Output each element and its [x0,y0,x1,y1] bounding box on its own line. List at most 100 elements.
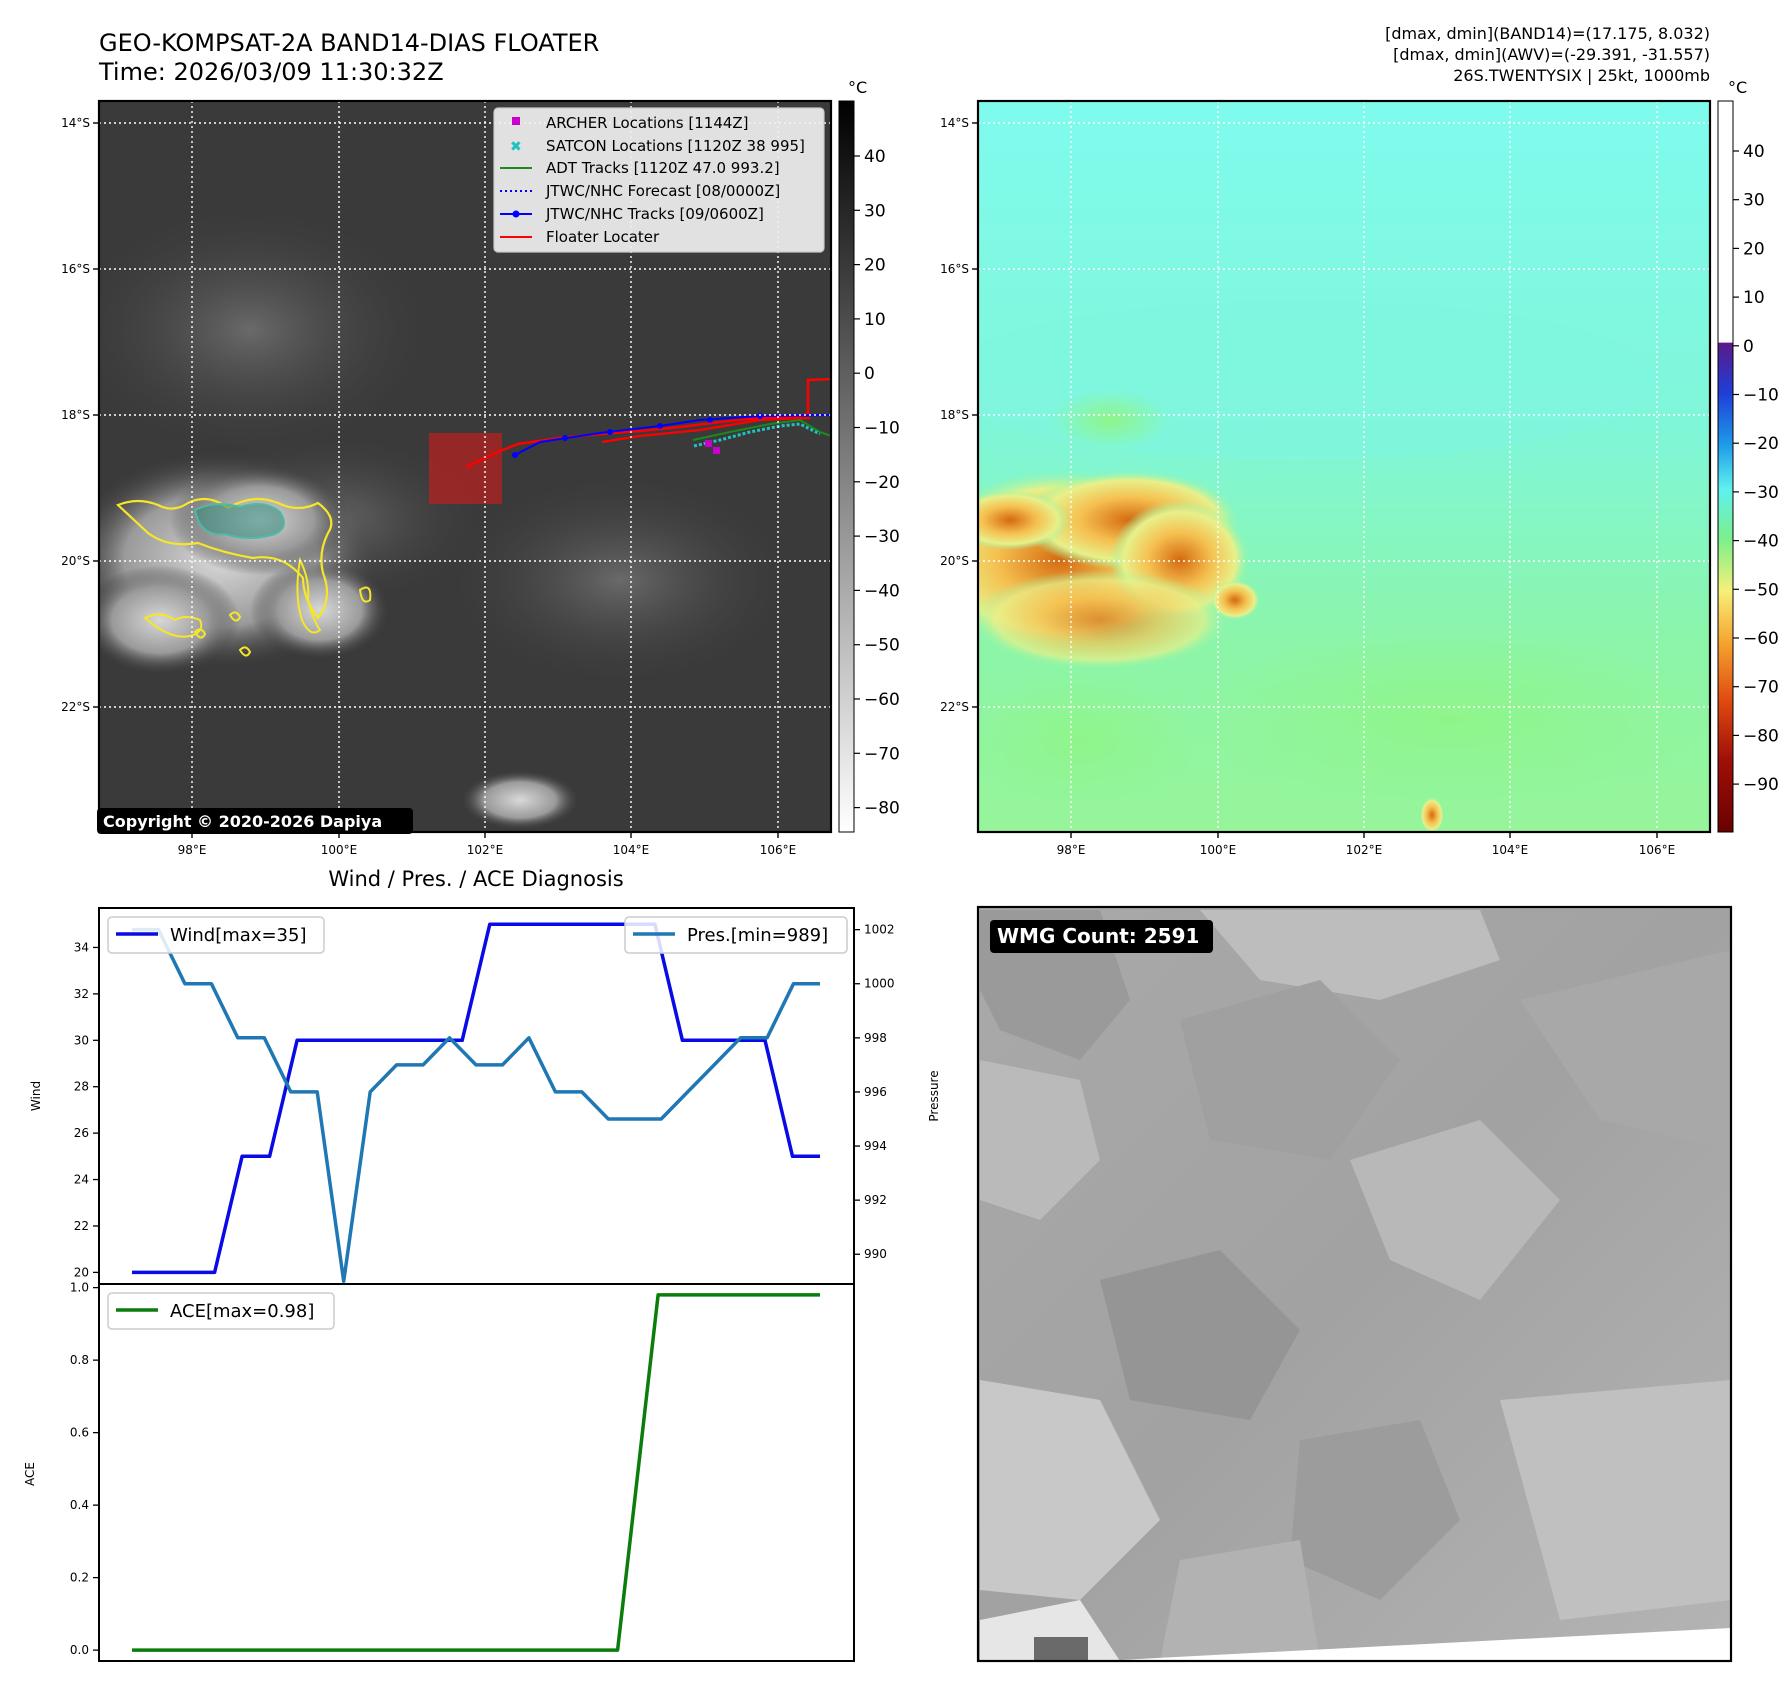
pressure-legend: Pres.[min=989] [624,916,848,954]
y-tick-label: 26 [74,1126,89,1140]
adt-track [692,418,831,441]
ir-lon-labels: 98°E 100°E 102°E 104°E 106°E [178,832,797,857]
colorbar-tick-label: −50 [864,636,900,656]
colorbar-tick-label: −30 [1743,483,1779,503]
awv-gridlines [978,101,1710,832]
floater-box [429,433,502,504]
colorbar-tick-label: 30 [1743,191,1765,211]
wind-legend: Wind[max=35] [107,916,325,954]
ir-map: 14°S 16°S 18°S 20°S 22°S 98°E 100°E 102°E 104°E… [61,78,900,857]
lon-label: 100°E [1200,843,1237,857]
floater-locater-track [465,377,831,469]
awv-colorbar-unit: °C [1728,78,1747,97]
wind-axis-ticks: 20 22 24 26 28 30 32 34 [74,940,99,1279]
lat-label: 14°S [61,116,90,130]
lon-label: 98°E [178,843,207,857]
legend-adt: ADT Tracks [1120Z 47.0 993.2] [546,159,780,177]
colorbar-tick-label: −60 [864,690,900,710]
lat-label: 16°S [940,262,969,276]
diagnosis-title: Wind / Pres. / ACE Diagnosis [328,867,623,891]
colorbar-tick-label: 20 [1743,239,1765,259]
copyright-text: Copyright © 2020-2026 Dapiya [103,812,382,831]
y-tick-label: 998 [864,1031,887,1045]
colorbar-tick-label: 0 [1743,337,1754,357]
ir-frame [97,99,833,834]
colorbar-tick-label: −70 [864,744,900,764]
lat-label: 22°S [61,700,90,714]
y-tick-label: 30 [74,1033,89,1047]
colorbar-tick-label: 40 [864,147,886,167]
y-tick-label: 0.0 [70,1643,89,1657]
lon-label: 106°E [760,843,797,857]
legend-satcon: SATCON Locations [1120Z 38 995] [546,137,805,155]
lon-label: 102°E [467,843,504,857]
ace-legend: ACE[max=0.98] [107,1292,335,1330]
wind-axis-label: Wind [29,1081,43,1111]
awv-colorbar [1717,100,1734,833]
pressure-series [131,927,821,1284]
ace-legend-text: ACE[max=0.98] [170,1301,314,1322]
wind-line [132,922,820,1275]
colorbar-tick-label: 30 [864,201,886,221]
satcon-legend-icon: ✖ [510,139,522,155]
y-tick-label: 32 [74,987,89,1001]
y-tick-label: 0.8 [70,1353,89,1367]
copyright-badge [97,808,413,834]
wmg-frame [976,905,1733,1663]
figure-time: Time: 2026/03/09 11:30:32Z [98,58,444,86]
lon-label: 104°E [613,843,650,857]
colorbar-tick-label: −70 [1743,678,1779,698]
colorbar-tick-label: −20 [1743,434,1779,454]
lat-label: 16°S [61,262,90,276]
y-tick-label: 1002 [864,923,895,937]
y-tick-label: 22 [74,1219,89,1233]
awv-map: 14°S 16°S 18°S 20°S 22°S 98°E 100°E 102°E 104°E… [940,78,1779,857]
awv-lat-labels: 14°S 16°S 18°S 20°S 22°S [940,116,978,714]
diagnosis-panel: Wind / Pres. / ACE Diagnosis 20 22 24 26 28 3… [23,867,941,1662]
archer-marker [705,440,712,447]
colorbar-tick-label: −40 [864,581,900,601]
y-tick-label: 34 [74,940,89,954]
wmg-count-badge [990,920,1213,953]
y-tick-label: 992 [864,1193,887,1207]
ace-plot [98,1283,855,1662]
ir-colorbar-ticks: 40 30 20 10 0 −10 −20 −30 −40 −50 −60 −70 −80 [854,147,900,819]
lat-label: 18°S [940,408,969,422]
y-tick-label: 28 [74,1080,89,1094]
lat-label: 20°S [940,554,969,568]
y-tick-label: 20 [74,1265,89,1279]
wind-pressure-plot [98,907,855,1285]
y-tick-label: 0.6 [70,1426,89,1440]
awv-colorbar-ticks: 40 30 20 10 0 −10 −20 −30 −40 −50 −60 −70 −80 −90 [1733,142,1779,795]
colorbar-tick-label: −10 [1743,386,1779,406]
lat-label: 14°S [940,116,969,130]
ace-line [132,1293,820,1652]
pressure-legend-text: Pres.[min=989] [687,925,828,946]
ir-legend: ARCHER Locations [1144Z] ✖ SATCON Locati… [493,107,825,253]
colorbar-tick-label: 40 [1743,142,1765,162]
ir-lat-labels: 14°S 16°S 18°S 20°S 22°S [61,116,99,714]
legend-archer: ARCHER Locations [1144Z] [546,114,749,132]
ace-axis-ticks: 0.0 0.2 0.4 0.6 0.8 1.0 [70,1281,99,1657]
wind-legend-text: Wind[max=35] [170,925,307,946]
archer-legend-icon [512,117,520,125]
awv-lon-labels: 98°E 100°E 102°E 104°E 106°E [1057,832,1675,857]
y-tick-label: 1.0 [70,1281,89,1295]
band14-range: [dmax, dmin](BAND14)=(17.175, 8.032) [1385,24,1710,43]
colorbar-tick-label: −40 [1743,532,1779,552]
lon-label: 102°E [1346,843,1383,857]
y-tick-label: 1000 [864,977,895,991]
cold-contour [115,497,333,620]
colorbar-tick-label: −80 [864,799,900,819]
colorbar-tick-label: −10 [864,419,900,439]
storm-info: 26S.TWENTYSIX | 25kt, 1000mb [1453,66,1710,85]
colorbar-tick-label: 20 [864,256,886,276]
lat-label: 22°S [940,700,969,714]
legend-forecast: JTWC/NHC Forecast [08/0000Z] [545,182,780,200]
colorbar-tick-label: 10 [864,310,886,330]
colorbar-tick-label: 0 [864,364,875,384]
wmg-count: WMG Count: 2591 [997,924,1199,948]
lat-label: 20°S [61,554,90,568]
colorbar-tick-label: −20 [864,473,900,493]
